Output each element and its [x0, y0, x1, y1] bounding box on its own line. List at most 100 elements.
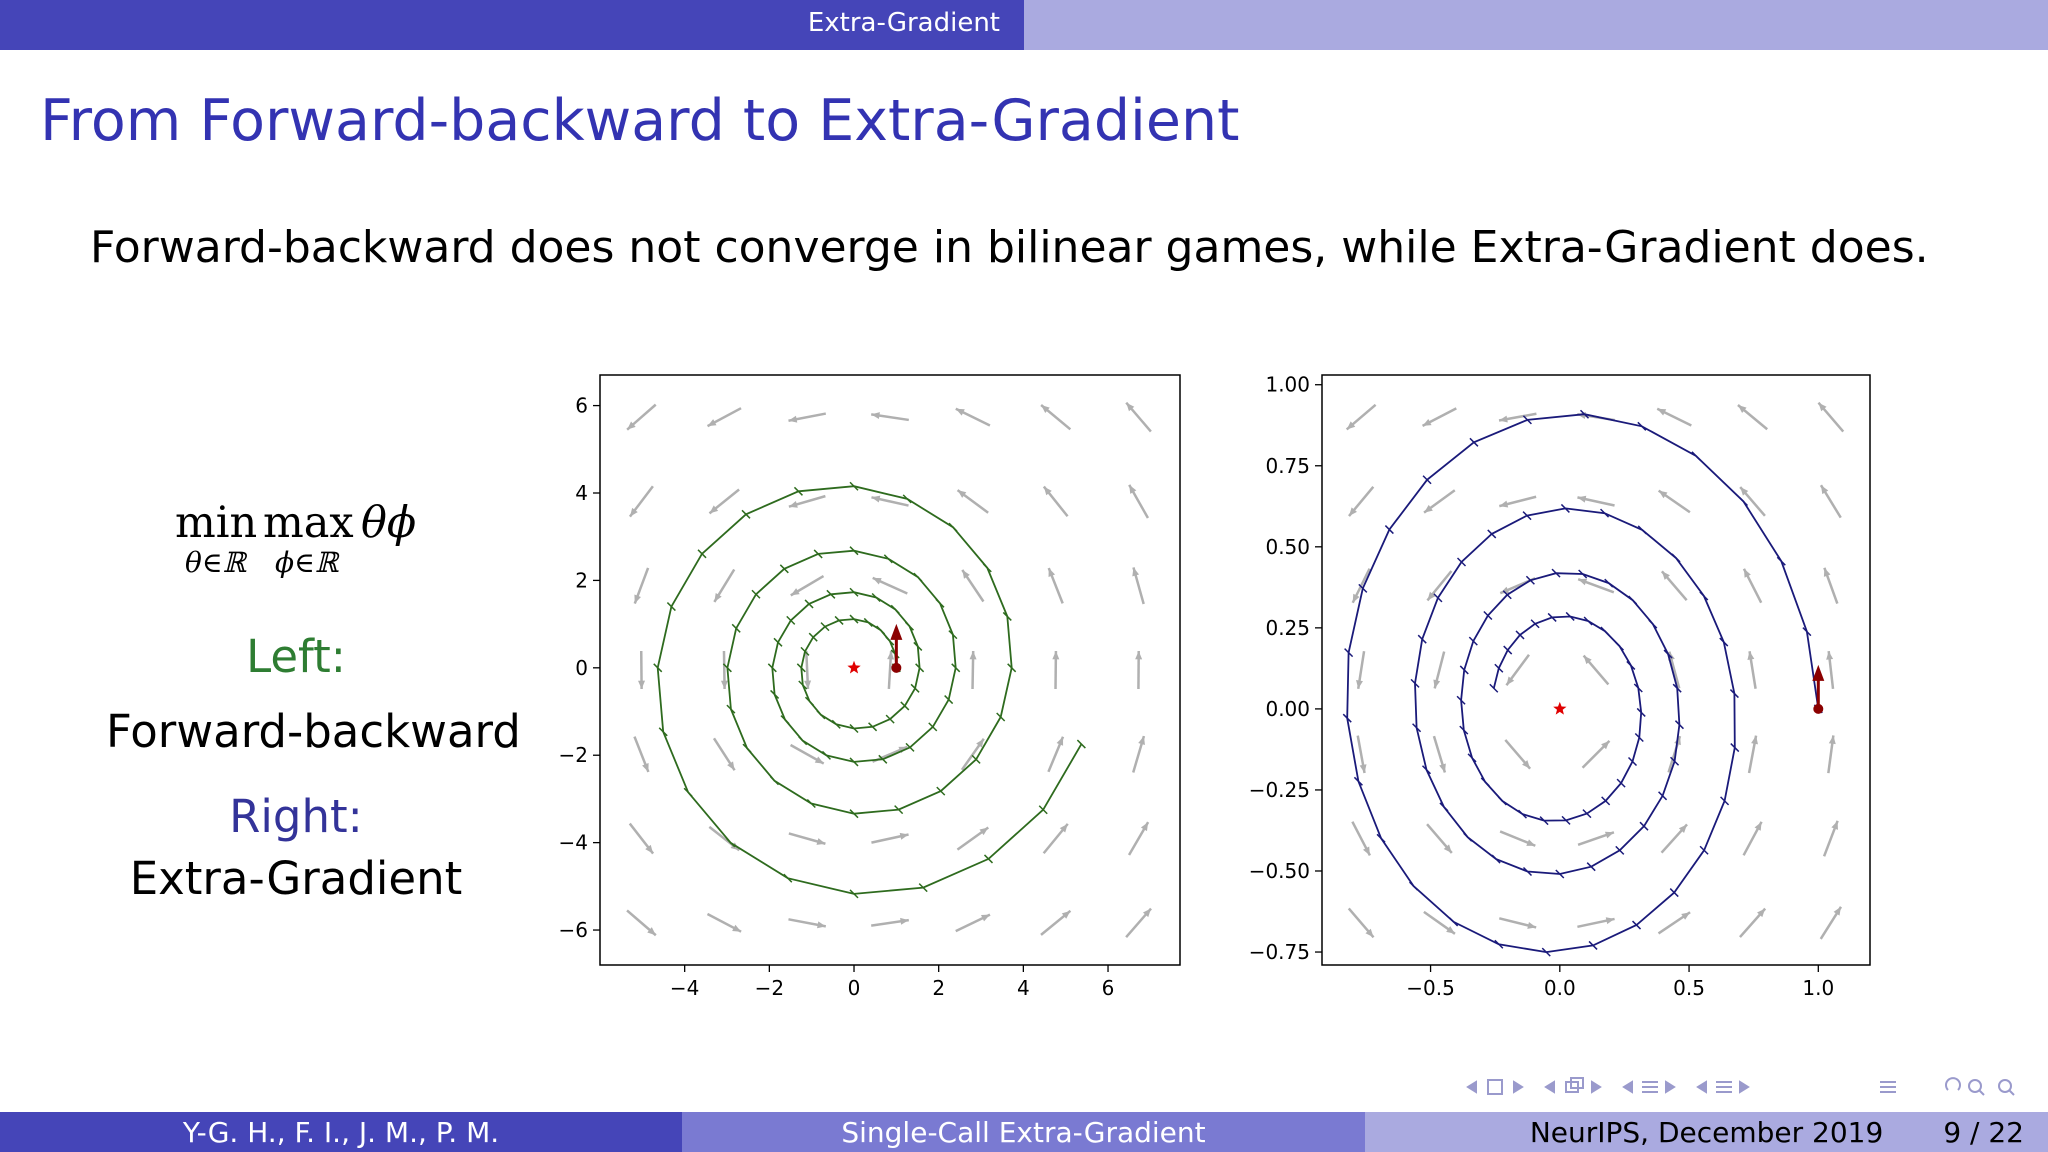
trajectory-point: [658, 727, 668, 737]
trajectory-point: [1729, 689, 1739, 699]
trajectory-point: [1669, 888, 1679, 898]
trajectory-point: [894, 805, 904, 815]
plot-area: [626, 401, 1152, 939]
trajectory-point: [1560, 503, 1570, 513]
quiver-arrow-head: [1751, 735, 1758, 745]
footer-authors[interactable]: Y-G. H., F. I., J. M., P. M.: [0, 1112, 682, 1152]
trajectory-point: [849, 809, 859, 819]
quiver-arrow-head: [887, 651, 895, 660]
trajectory-point: [1639, 821, 1649, 831]
trajectory-point: [1433, 593, 1443, 603]
quiver-arrow-head: [1747, 651, 1755, 660]
trajectory-point: [1776, 556, 1786, 566]
trajectory-point: [800, 646, 810, 656]
trajectory-point: [697, 549, 707, 559]
quiver-arrow-head: [1132, 567, 1140, 577]
trajectory-point: [813, 549, 823, 559]
trajectory-point: [726, 704, 736, 714]
quiver-arrow-head: [1605, 917, 1615, 925]
quiver-arrow-head: [1059, 823, 1068, 833]
quiver-arrow-head: [1833, 906, 1841, 916]
trajectory-point: [904, 621, 915, 631]
trajectory-point: [1487, 529, 1497, 539]
quiver-arrow-head: [790, 588, 800, 596]
trajectory-point: [751, 589, 761, 599]
quiver-arrow-head: [707, 419, 717, 427]
footer-bar: Y-G. H., F. I., J. M., P. M. Single-Call…: [0, 1112, 2048, 1152]
trajectory-point: [793, 486, 803, 496]
trajectory-point: [1522, 415, 1532, 425]
trajectory-point: [780, 715, 790, 725]
trajectory-point: [1412, 723, 1422, 733]
quiver-arrow-head: [1052, 651, 1060, 660]
trajectory-point: [883, 554, 893, 564]
quiver-arrow-head: [788, 415, 798, 423]
trajectory-point: [1616, 778, 1626, 788]
trajectory-point: [1353, 776, 1363, 786]
trajectory-point: [948, 522, 958, 532]
quiver-arrow-head: [1678, 824, 1688, 833]
trajectory-point: [885, 636, 895, 646]
trajectory-point: [1459, 725, 1469, 735]
trajectory-point: [1503, 645, 1513, 655]
trajectory-point: [915, 663, 925, 673]
nav-back-icon: [1945, 1077, 1961, 1091]
quiver-arrow-head: [1823, 567, 1831, 577]
footer-talk-title[interactable]: Single-Call Extra-Gradient: [682, 1112, 1365, 1152]
trajectory-point: [1459, 665, 1469, 675]
trajectory-point: [1555, 869, 1565, 879]
trajectory-point: [1600, 508, 1610, 518]
trajectory-point: [1648, 619, 1658, 629]
trajectory-point: [1525, 575, 1535, 585]
trajectory-point: [1663, 649, 1673, 659]
x-tick-label: 6: [1102, 976, 1115, 1000]
trajectory-point: [1615, 845, 1625, 855]
trajectory-point: [1468, 636, 1478, 646]
quiver-arrow-head: [957, 490, 967, 498]
y-tick-label: −0.25: [1249, 778, 1310, 802]
y-tick-label: −4: [559, 831, 588, 855]
trajectory-point: [849, 757, 859, 767]
trajectory-point: [1449, 917, 1459, 927]
right-method-name: Extra-Gradient: [129, 852, 463, 905]
trajectory-point: [1439, 802, 1449, 812]
y-tick-label: 1.00: [1265, 373, 1310, 397]
trajectory-point: [666, 602, 676, 612]
footer-venue[interactable]: NeurIPS, December 2019 9 / 22: [1365, 1112, 2048, 1152]
quiver-arrow-head: [816, 838, 826, 845]
y-tick-label: −0.50: [1249, 859, 1310, 883]
trajectory-point: [1627, 757, 1638, 767]
trajectory-point: [834, 615, 844, 625]
quiver-arrow-head: [1499, 415, 1508, 423]
trajectory-point: [885, 714, 895, 724]
quiver-arrow-head: [962, 569, 970, 579]
trajectory-point: [1637, 525, 1647, 535]
quiver-arrow-head: [1365, 928, 1374, 938]
quiver-arrow-head: [1041, 405, 1050, 413]
trajectory-point: [1456, 557, 1467, 567]
trajectory-point: [798, 680, 808, 690]
trajectory-point: [741, 509, 751, 519]
quiver-arrow-head: [1427, 591, 1436, 601]
quiver-arrow-head: [1348, 507, 1357, 517]
quiver-arrow-head: [969, 651, 977, 660]
header-section[interactable]: Extra-Gradient: [0, 0, 1024, 50]
trajectory-point: [1494, 939, 1504, 949]
trajectory-point: [1002, 611, 1012, 621]
quiver-arrow-head: [788, 501, 798, 508]
quiver-arrow-head: [1129, 484, 1137, 494]
y-tick-label: 0.00: [1265, 697, 1310, 721]
trajectory-point: [1636, 707, 1646, 717]
trajectory-point: [1480, 777, 1490, 787]
quiver-arrow-head: [629, 507, 638, 517]
trajectory-point: [1628, 595, 1638, 605]
quiver-arrow-head: [1142, 908, 1152, 918]
trajectory-point: [1658, 791, 1668, 801]
quiver-arrow-head: [732, 924, 742, 932]
quiver-arrow-head: [1818, 402, 1827, 412]
trajectory-point: [808, 632, 818, 642]
quiver-arrow-head: [1527, 922, 1537, 929]
beamer-navigation[interactable]: [1460, 1072, 2030, 1102]
trajectory-point: [831, 719, 841, 729]
right-label: Right:: [229, 790, 363, 843]
